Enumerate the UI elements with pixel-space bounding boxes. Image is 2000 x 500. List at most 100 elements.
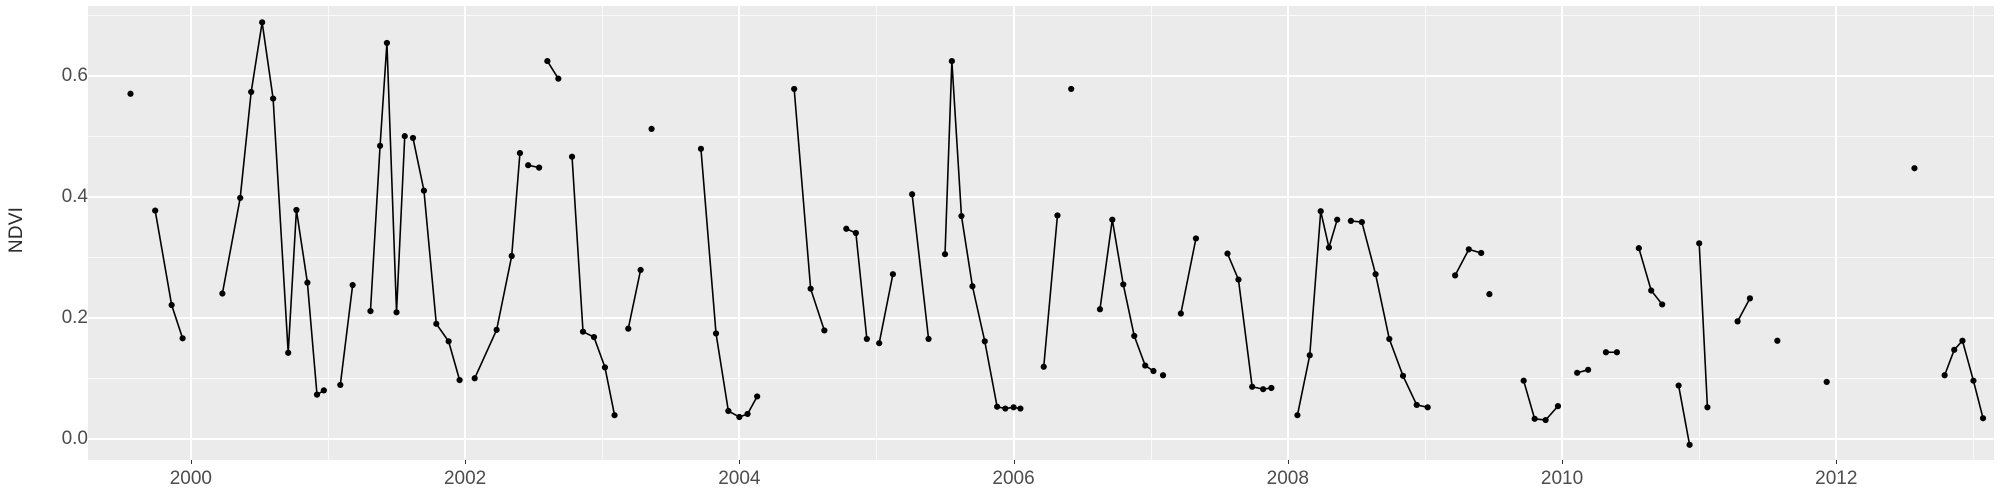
data-point [725, 407, 732, 415]
series-line-segment [1736, 297, 1751, 322]
data-point [285, 349, 292, 356]
data-point [433, 320, 440, 327]
data-point [1520, 377, 1527, 384]
data-point [1424, 404, 1431, 411]
data-point [1696, 240, 1703, 247]
data-point [1150, 367, 1157, 375]
data-point [401, 133, 408, 140]
data-point [568, 153, 576, 160]
data-point [471, 375, 478, 382]
data-point [1774, 337, 1781, 344]
series-line-segment [911, 194, 930, 340]
data-point [1675, 382, 1682, 389]
data-point [1372, 271, 1379, 278]
data-point [1325, 244, 1333, 251]
data-point [420, 187, 428, 194]
x-axis-tick-mark [1287, 460, 1289, 464]
series-line-segment [878, 274, 894, 344]
gridline-major-vertical [1835, 6, 1838, 460]
data-point [1317, 208, 1324, 215]
data-point [697, 145, 705, 152]
data-point [736, 413, 743, 421]
series-line-segment [221, 22, 325, 396]
gridline-major-horizontal [88, 316, 1994, 319]
series-line-segment [1522, 380, 1559, 421]
x-axis-tick-mark [1013, 460, 1015, 464]
gridline-minor-vertical [876, 6, 878, 460]
data-point [259, 19, 266, 26]
data-point [1746, 295, 1754, 302]
data-point [1109, 216, 1116, 223]
data-point [1068, 85, 1075, 93]
data-point [637, 266, 644, 274]
data-point [590, 334, 598, 341]
data-point [909, 191, 916, 198]
series-line-segment [1638, 247, 1663, 305]
data-point [1613, 349, 1621, 356]
series-line-segment [1698, 243, 1709, 408]
gridline-major-vertical [1561, 6, 1564, 460]
data-point [744, 410, 751, 418]
data-point [270, 95, 277, 102]
data-point [1096, 306, 1104, 313]
data-point [376, 142, 384, 149]
gridline-major-vertical [1286, 6, 1289, 460]
series-line-segment [1296, 211, 1338, 416]
gridline-minor-horizontal [88, 15, 1994, 17]
data-point [1465, 246, 1472, 253]
data-point [1648, 287, 1655, 294]
data-point [516, 149, 524, 157]
data-point [863, 335, 870, 343]
gridline-minor-vertical [327, 6, 329, 460]
data-point [1306, 352, 1313, 359]
data-point [219, 290, 226, 297]
data-point [304, 279, 311, 286]
series-layer [127, 19, 1987, 448]
data-point [409, 134, 417, 142]
data-point [1823, 378, 1830, 386]
data-point [320, 387, 327, 394]
data-point [1979, 415, 1987, 422]
data-point [648, 125, 655, 132]
series-line-segment [1226, 253, 1272, 390]
data-point [1452, 272, 1459, 279]
series-line-segment [700, 148, 758, 418]
gridline-minor-horizontal [88, 136, 1994, 138]
data-point [1159, 372, 1167, 379]
data-point [1486, 291, 1493, 298]
data-point [1235, 276, 1242, 283]
series-line-segment [546, 60, 560, 80]
series-line-segment [1350, 220, 1428, 409]
data-point [1911, 165, 1918, 172]
x-axis: 2000 2002 2004 2006 2008 2010 2012 [88, 460, 1994, 500]
data-point [969, 283, 976, 290]
data-point [1177, 310, 1184, 317]
data-point [1704, 404, 1711, 411]
x-axis-tick-label: 2004 [718, 468, 761, 489]
data-point [349, 281, 356, 289]
gridline-major-horizontal [88, 195, 1994, 198]
data-point [179, 335, 186, 342]
data-point [1249, 383, 1256, 390]
data-point [1951, 346, 1958, 353]
data-point [383, 39, 391, 47]
data-point [1959, 337, 1966, 344]
data-point [1268, 384, 1275, 392]
data-point [293, 206, 300, 214]
x-axis-tick-mark [190, 460, 192, 464]
gridline-minor-horizontal [88, 257, 1994, 259]
data-point [1659, 301, 1666, 308]
data-point [1554, 403, 1562, 410]
data-point [1531, 415, 1538, 422]
series-line-segment [473, 153, 521, 379]
data-point [1585, 366, 1592, 373]
data-point [544, 57, 551, 65]
gridline-minor-vertical [602, 6, 604, 460]
data-point [821, 327, 828, 334]
plot-panel [88, 6, 1994, 460]
data-point [958, 212, 965, 220]
data-point [525, 162, 532, 169]
data-point [843, 225, 850, 232]
data-point [601, 364, 609, 371]
